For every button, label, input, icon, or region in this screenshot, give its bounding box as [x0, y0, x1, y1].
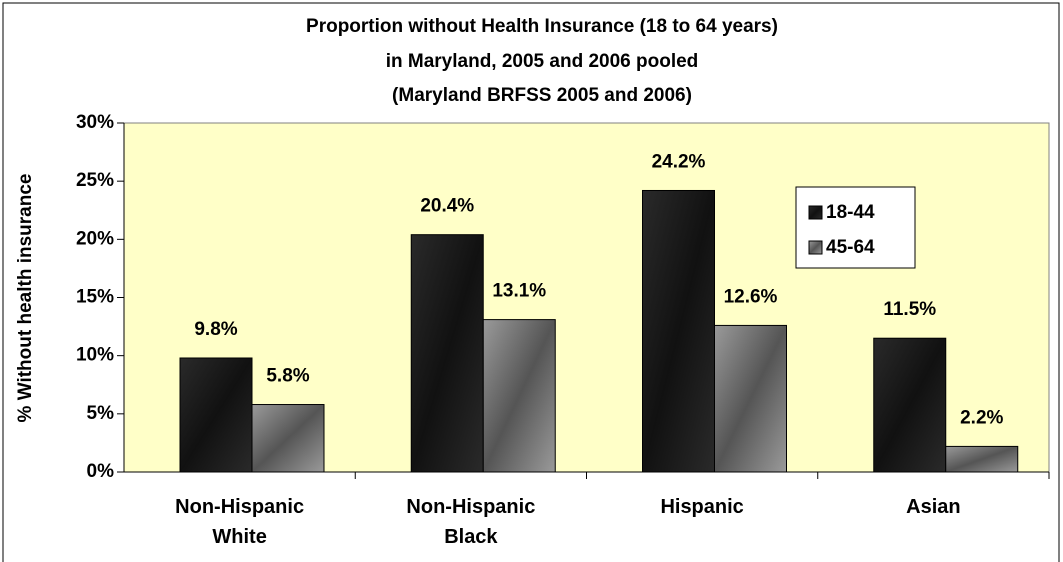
bar	[179, 357, 253, 473]
x-tick-label: Hispanic	[660, 496, 744, 518]
data-label: 24.2%	[652, 151, 706, 172]
chart-title: Proportion without Health Insurance (18 …	[306, 16, 778, 37]
legend-label: 45-64	[826, 237, 875, 258]
bar	[642, 189, 715, 473]
y-tick-label: 15%	[76, 287, 114, 308]
y-tick-label: 30%	[76, 112, 114, 133]
x-tick-label: Non-Hispanic White	[175, 496, 305, 548]
y-tick-label: 20%	[76, 228, 114, 249]
data-label: 20.4%	[420, 196, 474, 217]
y-tick-label: 5%	[87, 403, 115, 424]
y-tick-label: 10%	[76, 345, 114, 366]
data-label: 5.8%	[266, 366, 309, 387]
legend-swatch	[808, 205, 823, 220]
legend-label: 18-44	[826, 202, 875, 223]
x-tick-label: Non-Hispanic Black	[406, 496, 536, 548]
bar	[482, 319, 556, 473]
bar	[251, 404, 325, 473]
y-axis-label: % Without health insurance	[15, 174, 36, 423]
bar	[873, 337, 947, 473]
data-label: 12.6%	[724, 286, 778, 307]
chart-title: (Maryland BRFSS 2005 and 2006)	[392, 85, 692, 106]
data-label: 13.1%	[492, 281, 546, 302]
legend-swatch	[808, 240, 823, 255]
chart-title: in Maryland, 2005 and 2006 pooled	[386, 51, 699, 72]
bar	[410, 234, 484, 473]
bar	[945, 445, 1019, 473]
data-label: 2.2%	[960, 407, 1003, 428]
data-label: 9.8%	[194, 319, 237, 340]
bar	[714, 324, 787, 473]
y-tick-label: 25%	[76, 170, 114, 191]
y-tick-label: 0%	[87, 461, 115, 482]
x-tick-label: Asian	[906, 496, 961, 518]
data-label: 11.5%	[883, 299, 936, 320]
